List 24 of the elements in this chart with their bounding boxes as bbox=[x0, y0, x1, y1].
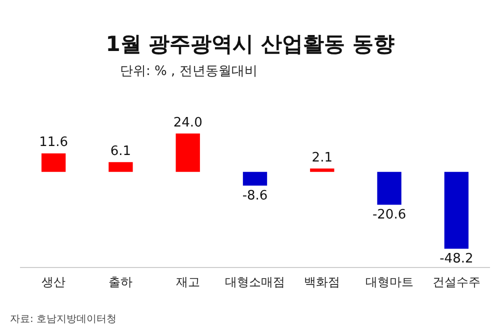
x-tick-label: 건설수주 bbox=[432, 274, 480, 289]
x-tick-label: 대형소매점 bbox=[225, 274, 285, 289]
data-label: 6.1 bbox=[110, 144, 132, 159]
bar bbox=[444, 172, 469, 249]
bar bbox=[310, 168, 334, 172]
text: 자료: 호남지방데이터청 bbox=[10, 313, 117, 326]
data-label: -48.2 bbox=[440, 252, 474, 267]
bar bbox=[108, 162, 133, 172]
bar bbox=[176, 134, 200, 172]
bar bbox=[377, 172, 402, 205]
x-tick-label: 대형마트 bbox=[365, 274, 414, 289]
x-tick-label: 출하 bbox=[108, 274, 133, 289]
bar bbox=[41, 153, 66, 172]
data-label: 11.6 bbox=[39, 135, 68, 150]
data-label: -20.6 bbox=[372, 208, 406, 223]
bar bbox=[242, 172, 268, 186]
x-tick-label: 백화점 bbox=[304, 274, 340, 289]
data-label: 2.1 bbox=[312, 150, 332, 166]
data-label: -8.6 bbox=[242, 188, 268, 204]
chart-title: 1월 광주광역시 산업활동 동향 bbox=[104, 31, 396, 58]
x-tick-label: 생산 bbox=[42, 274, 66, 289]
data-label: 24.0 bbox=[173, 115, 202, 130]
x-tick-label: 재고 bbox=[176, 274, 200, 289]
chart-subtitle: 단위: % , 전년동월대비 bbox=[120, 63, 258, 80]
